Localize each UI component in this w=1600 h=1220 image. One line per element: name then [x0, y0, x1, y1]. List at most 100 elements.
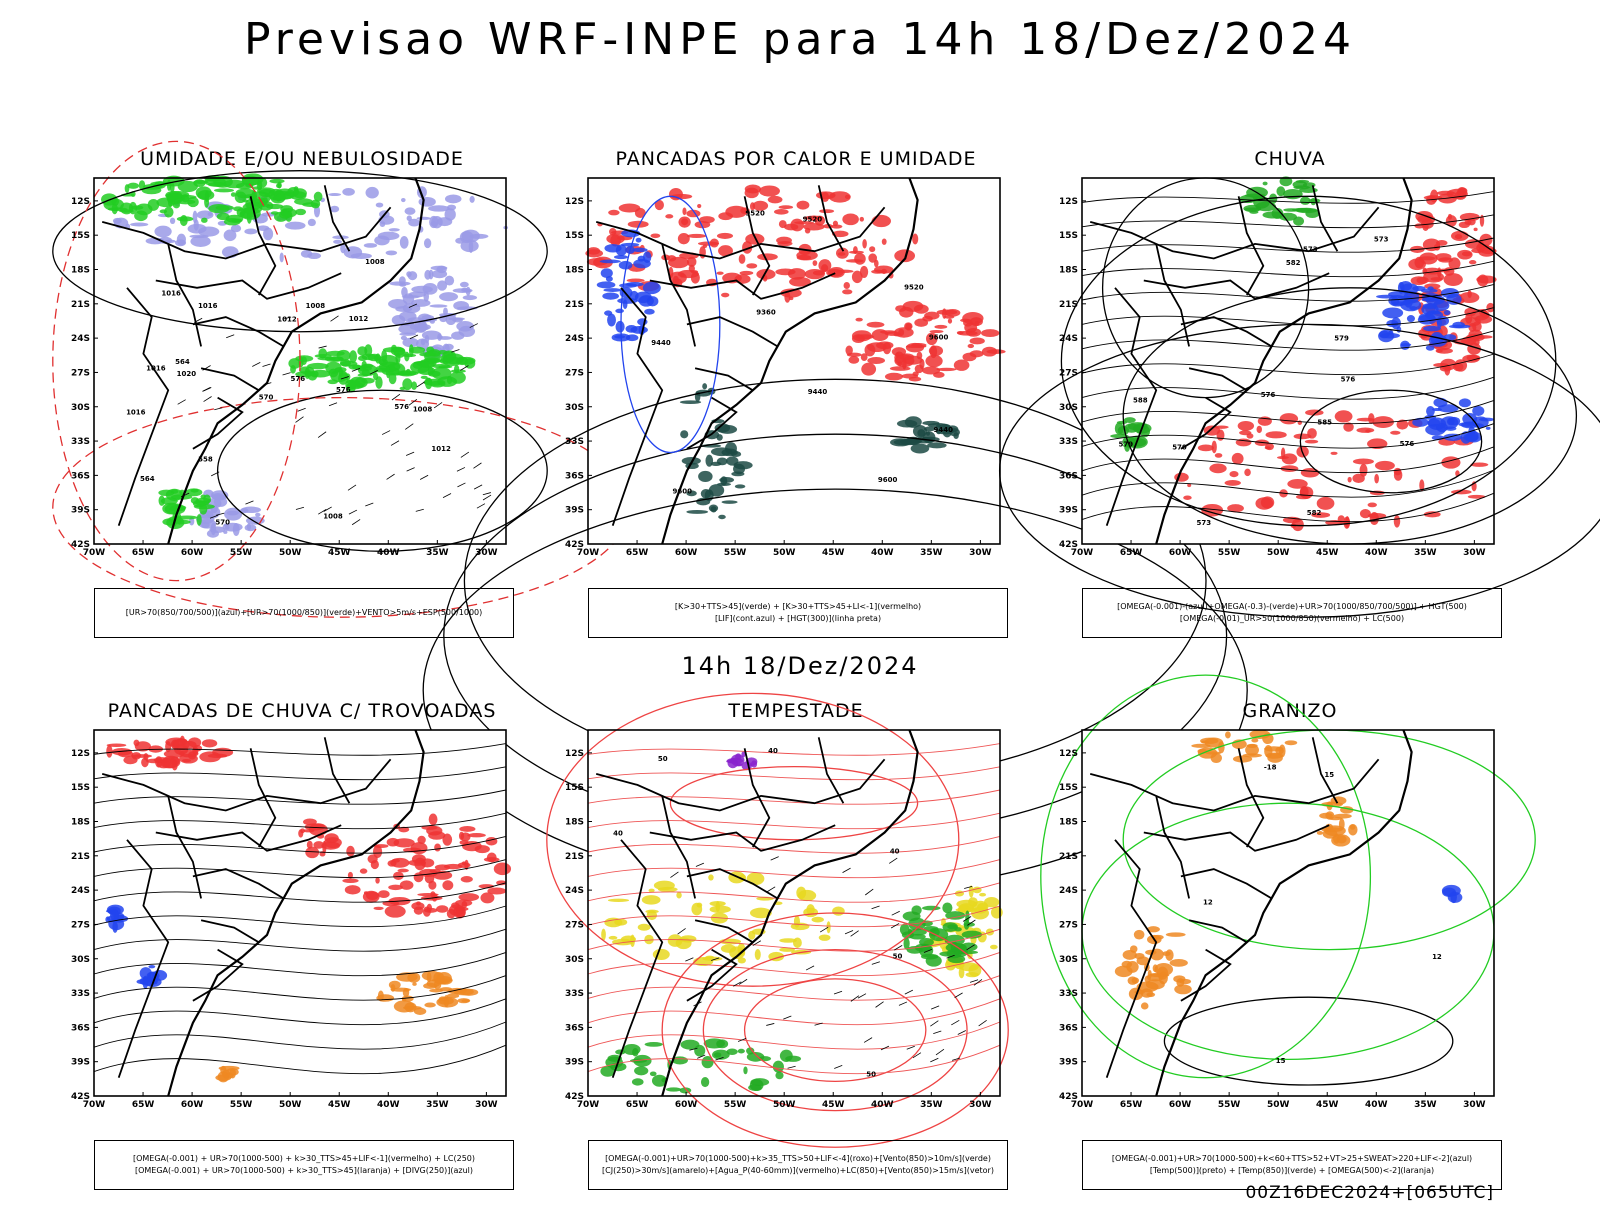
data-cell — [424, 377, 433, 385]
data-cell — [1465, 333, 1485, 342]
data-cell — [637, 923, 651, 931]
state-border — [101, 206, 392, 260]
data-cell — [1214, 453, 1223, 458]
data-cell — [778, 220, 787, 229]
data-cell — [295, 355, 314, 362]
wind-vector — [930, 1005, 940, 1010]
wind-vector — [863, 1037, 873, 1043]
data-cell — [845, 259, 864, 263]
data-cell — [444, 275, 455, 286]
data-cell — [362, 363, 374, 368]
legend-line: [OMEGA(-0.001)+UR>70(1000-500)+k>35_TTS>… — [605, 1154, 991, 1163]
data-cell — [709, 905, 731, 914]
y-tick-label: 24S — [1059, 334, 1078, 344]
y-tick-label: 24S — [565, 886, 584, 896]
data-cell — [989, 944, 998, 950]
map: 9600952094409600952095209440944093609600… — [422, 177, 1248, 893]
data-cell — [417, 366, 435, 375]
data-cell — [746, 872, 765, 886]
data-cell — [1473, 227, 1478, 232]
wind-vector — [451, 349, 460, 353]
data-cell — [686, 509, 709, 514]
state-border — [200, 367, 260, 392]
data-cell — [1243, 207, 1262, 212]
data-cell — [1299, 485, 1309, 498]
state-border — [1180, 396, 1232, 450]
data-cell — [1375, 460, 1395, 471]
contour-label: 9520 — [803, 216, 823, 224]
data-cell — [969, 350, 984, 358]
state-border — [817, 185, 845, 252]
data-cell — [402, 337, 419, 348]
mid-title: 14h 18/Dez/2024 — [681, 652, 919, 680]
data-cell — [701, 1056, 714, 1069]
data-cell — [226, 510, 239, 516]
data-cell — [133, 739, 140, 747]
data-cell — [1279, 413, 1299, 425]
data-cell — [642, 281, 661, 295]
y-tick-label: 24S — [1059, 886, 1078, 896]
data-cell — [784, 291, 791, 303]
data-cell — [1404, 296, 1413, 308]
streamline — [587, 789, 1001, 805]
y-tick-label: 18S — [565, 818, 584, 828]
data-cell — [725, 442, 737, 455]
data-cell — [294, 198, 313, 206]
data-cell — [679, 935, 697, 943]
wind-vector — [409, 334, 419, 340]
data-cell — [956, 899, 978, 909]
contour-label: 1016 — [198, 302, 218, 310]
wind-vector — [964, 885, 973, 889]
wind-vector — [685, 957, 694, 962]
data-cell — [697, 203, 702, 209]
contour-label: 1012 — [349, 315, 369, 323]
data-cell — [207, 753, 228, 759]
streamline — [1081, 214, 1495, 229]
data-cell — [956, 330, 964, 335]
data-cell — [775, 268, 796, 276]
wind-vector — [406, 467, 415, 472]
data-cell — [436, 265, 447, 274]
streamline — [587, 905, 1001, 928]
panel-title: PANCADAS POR CALOR E UMIDADE — [615, 148, 977, 170]
data-cell — [454, 364, 460, 374]
data-cell — [1474, 314, 1493, 324]
wind-vector — [340, 376, 350, 380]
wind-vector — [850, 930, 859, 937]
contour-label: 570 — [259, 394, 274, 402]
data-cell — [1422, 303, 1438, 309]
data-cell — [586, 257, 608, 266]
contour-label: 9440 — [651, 339, 671, 347]
y-tick-label: 39S — [1059, 1058, 1078, 1068]
panel-pancadas-calor: PANCADAS POR CALOR E UMIDADE 9600 9520 944… — [422, 148, 1248, 893]
wind-vector — [476, 503, 486, 509]
data-cell — [1468, 260, 1477, 265]
wind-vector — [871, 961, 880, 965]
data-cell — [1486, 302, 1495, 313]
streamline — [1081, 469, 1495, 498]
wind-vector — [419, 474, 429, 480]
data-cell — [388, 884, 404, 891]
data-cell — [1330, 451, 1338, 455]
state-border — [686, 316, 778, 348]
wind-vector — [670, 871, 679, 878]
data-cell — [215, 205, 234, 211]
data-field-group — [1114, 729, 1463, 1010]
data-cell — [1343, 422, 1354, 432]
wind-vector — [906, 1045, 915, 1050]
legend-line: [CJ(250)>30m/s](amarelo)+[Agua_P(40-60mm… — [602, 1166, 994, 1175]
legend-box: [K>30+TTS>45](verde) + [K>30+TTS>45+LI<-… — [588, 588, 1008, 638]
data-cell — [1446, 293, 1462, 305]
data-cell — [1191, 743, 1211, 748]
data-cell — [266, 203, 284, 210]
contour-label: 9440 — [808, 388, 828, 396]
data-cell — [1283, 208, 1300, 212]
contour-label: 1012 — [277, 316, 297, 324]
data-cell — [230, 224, 242, 233]
data-cell — [832, 230, 849, 238]
data-cell — [375, 877, 380, 884]
streamline — [587, 951, 1001, 977]
data-cell — [922, 366, 941, 375]
data-cell — [442, 833, 453, 846]
data-cell — [279, 252, 284, 263]
